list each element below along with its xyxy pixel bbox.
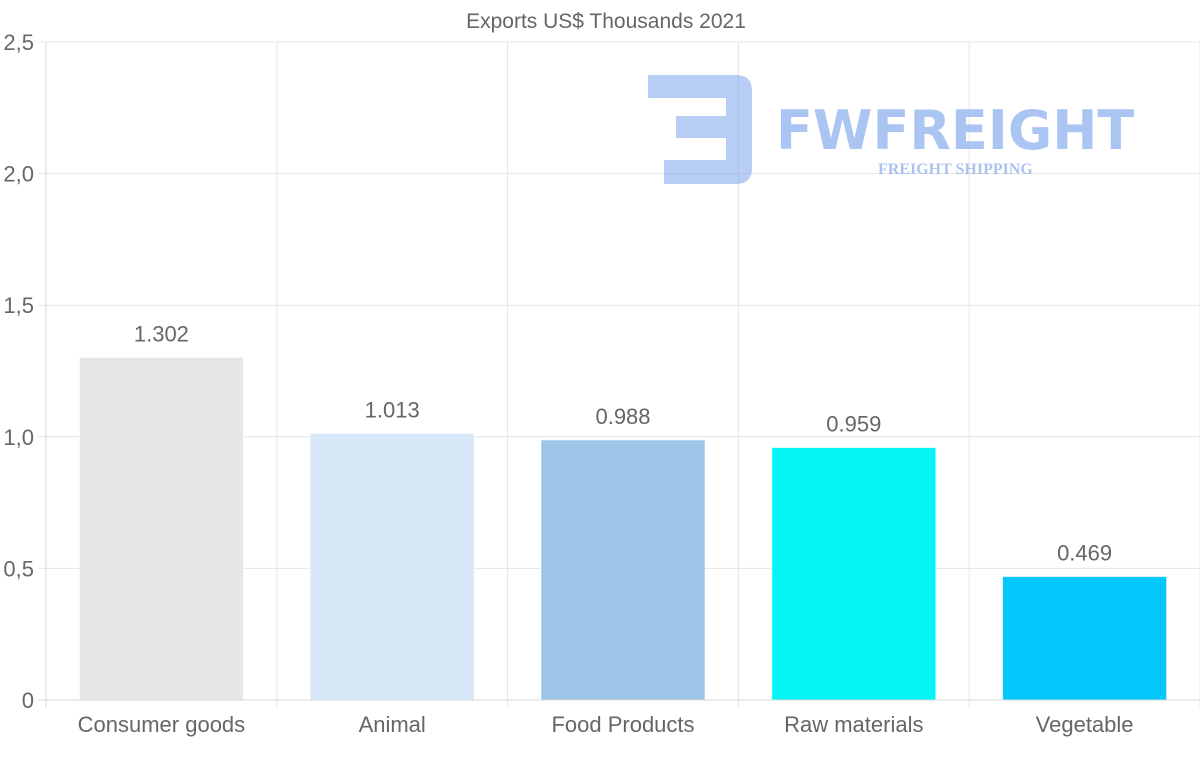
x-tick-label: Food Products <box>551 712 694 737</box>
y-tick-label: 2,0 <box>3 162 34 187</box>
bar-value-label: 0.988 <box>595 404 650 429</box>
bar-animal <box>309 432 475 701</box>
x-tick-label: Consumer goods <box>78 712 246 737</box>
bar-consumer-goods <box>78 356 244 701</box>
bar-value-label: 0.469 <box>1057 541 1112 566</box>
chart-title: Exports US$ Thousands 2021 <box>466 10 746 33</box>
bar-value-label: 1.013 <box>365 397 420 422</box>
labels: 0 0,5 1,0 1,5 2,0 2,5 1.302 Consumer goods 1.013… <box>3 30 1133 737</box>
y-tick-label: 2,5 <box>3 30 34 55</box>
watermark: FWFREIGHT FREIGHT SHIPPING <box>648 75 1134 184</box>
y-tick-label: 1,5 <box>3 293 34 318</box>
bar-value-label: 1.302 <box>134 321 189 346</box>
watermark-name: FWFREIGHT <box>776 99 1134 162</box>
bar-food-products <box>540 439 706 701</box>
bar-raw-materials <box>771 447 937 701</box>
y-tick-label: 1,0 <box>3 425 34 450</box>
y-tick-label: 0,5 <box>3 556 34 581</box>
x-tick-label: Raw materials <box>784 712 923 737</box>
x-tick-label: Animal <box>359 712 426 737</box>
bar-value-label: 0.959 <box>826 412 881 437</box>
x-tick-label: Vegetable <box>1036 712 1134 737</box>
axes <box>38 42 1200 708</box>
y-tick-label: 0 <box>22 688 34 713</box>
bar-vegetable <box>1002 576 1168 701</box>
fwfreight-logo-icon <box>648 75 752 184</box>
watermark-tagline: FREIGHT SHIPPING <box>878 161 1033 178</box>
